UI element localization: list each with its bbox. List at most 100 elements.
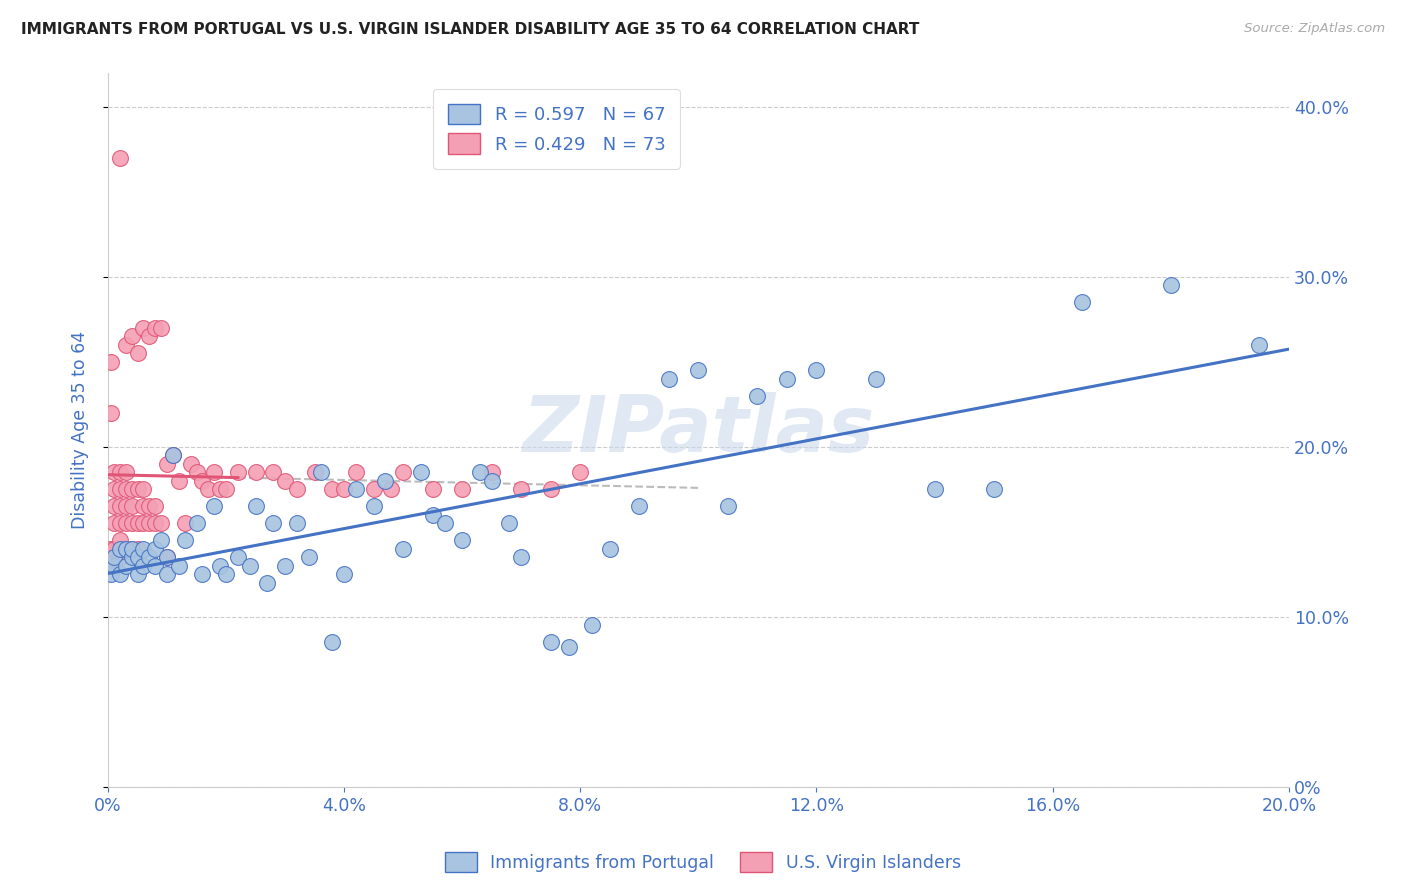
Point bbox=[143, 321, 166, 335]
Point bbox=[143, 516, 166, 531]
Point bbox=[114, 466, 136, 480]
Legend: R = 0.597   N = 67, R = 0.429   N = 73: R = 0.597 N = 67, R = 0.429 N = 73 bbox=[433, 89, 681, 169]
Point bbox=[433, 516, 456, 531]
Point bbox=[309, 466, 332, 480]
Point bbox=[108, 541, 131, 556]
Point bbox=[451, 483, 474, 497]
Point bbox=[422, 483, 444, 497]
Point bbox=[103, 558, 125, 573]
Point bbox=[150, 516, 173, 531]
Point bbox=[143, 558, 166, 573]
Point bbox=[103, 550, 125, 565]
Point bbox=[333, 483, 356, 497]
Point bbox=[409, 466, 432, 480]
Point bbox=[262, 516, 284, 531]
Point bbox=[167, 474, 190, 488]
Point bbox=[451, 533, 474, 548]
Point bbox=[510, 483, 533, 497]
Point bbox=[132, 483, 155, 497]
Point bbox=[498, 516, 520, 531]
Point bbox=[121, 541, 143, 556]
Point bbox=[98, 541, 121, 556]
Point bbox=[191, 474, 214, 488]
Point bbox=[108, 466, 131, 480]
Point bbox=[245, 500, 267, 514]
Point bbox=[215, 567, 238, 582]
Point bbox=[108, 151, 131, 165]
Point bbox=[132, 500, 155, 514]
Point bbox=[256, 575, 278, 590]
Point bbox=[127, 567, 149, 582]
Point bbox=[103, 466, 125, 480]
Point bbox=[121, 483, 143, 497]
Point bbox=[138, 550, 160, 565]
Point bbox=[103, 516, 125, 531]
Point bbox=[108, 500, 131, 514]
Point bbox=[132, 516, 155, 531]
Point bbox=[392, 541, 415, 556]
Point bbox=[392, 466, 415, 480]
Text: Source: ZipAtlas.com: Source: ZipAtlas.com bbox=[1244, 22, 1385, 36]
Point bbox=[215, 483, 238, 497]
Point bbox=[150, 321, 173, 335]
Point bbox=[108, 567, 131, 582]
Point bbox=[298, 550, 321, 565]
Point bbox=[138, 329, 160, 343]
Point bbox=[285, 516, 308, 531]
Point bbox=[344, 483, 367, 497]
Point bbox=[481, 474, 503, 488]
Point bbox=[380, 483, 402, 497]
Point bbox=[114, 541, 136, 556]
Point bbox=[468, 466, 491, 480]
Point bbox=[121, 541, 143, 556]
Point bbox=[114, 516, 136, 531]
Point bbox=[138, 516, 160, 531]
Point bbox=[688, 363, 710, 377]
Point bbox=[202, 500, 225, 514]
Point bbox=[103, 541, 125, 556]
Point bbox=[173, 533, 195, 548]
Point bbox=[245, 466, 267, 480]
Point bbox=[806, 363, 828, 377]
Point bbox=[132, 558, 155, 573]
Point bbox=[374, 474, 396, 488]
Point bbox=[209, 483, 232, 497]
Point bbox=[239, 558, 262, 573]
Point bbox=[422, 508, 444, 522]
Point bbox=[127, 516, 149, 531]
Point bbox=[191, 567, 214, 582]
Point bbox=[599, 541, 621, 556]
Point bbox=[540, 635, 562, 649]
Point bbox=[132, 321, 155, 335]
Point bbox=[510, 550, 533, 565]
Point bbox=[114, 558, 136, 573]
Point bbox=[321, 483, 343, 497]
Point bbox=[274, 474, 297, 488]
Point bbox=[162, 449, 184, 463]
Point bbox=[262, 466, 284, 480]
Point bbox=[333, 567, 356, 582]
Point bbox=[103, 558, 125, 573]
Point bbox=[156, 550, 179, 565]
Point bbox=[344, 466, 367, 480]
Point bbox=[100, 567, 122, 582]
Point bbox=[274, 558, 297, 573]
Point bbox=[108, 483, 131, 497]
Point bbox=[304, 466, 326, 480]
Point bbox=[127, 483, 149, 497]
Point bbox=[865, 372, 887, 386]
Y-axis label: Disability Age 35 to 64: Disability Age 35 to 64 bbox=[72, 331, 89, 529]
Point bbox=[138, 500, 160, 514]
Point bbox=[100, 406, 122, 420]
Point bbox=[776, 372, 799, 386]
Point bbox=[540, 483, 562, 497]
Point bbox=[285, 483, 308, 497]
Point bbox=[114, 338, 136, 352]
Point bbox=[1249, 338, 1271, 352]
Point bbox=[100, 355, 122, 369]
Text: ZIPatlas: ZIPatlas bbox=[522, 392, 875, 468]
Point bbox=[363, 500, 385, 514]
Point bbox=[127, 541, 149, 556]
Point bbox=[127, 550, 149, 565]
Point bbox=[121, 516, 143, 531]
